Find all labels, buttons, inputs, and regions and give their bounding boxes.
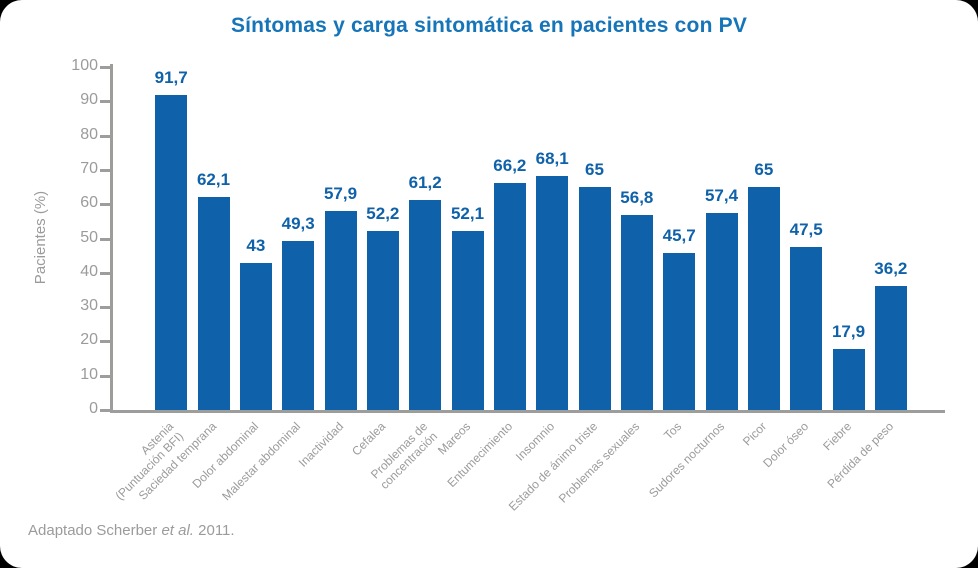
y-tick-mark	[100, 66, 110, 69]
bar-value-label: 68,1	[535, 149, 569, 169]
y-tick-mark	[100, 237, 110, 241]
y-tick-label: 10	[80, 365, 98, 383]
bar-value-label: 66,2	[493, 155, 527, 175]
bar-value-label: 91,7	[154, 68, 188, 88]
y-tick-mark	[100, 306, 110, 310]
bar-value-label: 57,9	[323, 184, 358, 204]
bar-value-label: 52,1	[450, 204, 485, 224]
bar	[366, 230, 399, 410]
y-tick-label: 20	[80, 331, 98, 349]
y-tick-label: 0	[89, 400, 98, 417]
bar	[620, 215, 653, 410]
bar-value-label: 65	[585, 160, 604, 180]
bar	[705, 213, 738, 410]
y-tick-label: 70	[80, 159, 98, 177]
bar-value-label: 62,1	[196, 169, 231, 189]
bar-value-label: 43	[246, 235, 266, 255]
bar-value-label: 36,2	[874, 258, 908, 278]
bar-value-label: 61,2	[408, 173, 442, 193]
y-tick-mark	[100, 409, 110, 412]
bar	[493, 182, 526, 410]
bar	[197, 196, 230, 410]
y-tick-label: 80	[80, 125, 98, 143]
bar-value-label: 52,2	[366, 203, 400, 223]
source-note-etal: et al.	[161, 522, 194, 539]
y-tick-label: 100	[71, 57, 98, 74]
y-tick-label: 40	[80, 262, 98, 280]
bar	[578, 187, 611, 410]
bar-value-label: 45,7	[662, 226, 696, 246]
bar-value-label: 47,5	[789, 220, 823, 240]
chart-title: Síntomas y carga sintomática en paciente…	[230, 14, 748, 37]
bar	[324, 211, 357, 410]
y-tick-label: 30	[80, 297, 98, 315]
y-axis-line	[110, 64, 113, 413]
bar	[239, 262, 272, 410]
bar	[282, 240, 315, 410]
x-axis-line	[110, 410, 945, 413]
y-tick-label: 50	[80, 228, 98, 246]
bar	[663, 253, 696, 410]
bar	[874, 285, 907, 410]
y-axis-label: Pacientes (%)	[32, 190, 49, 285]
bar-value-label: 57,4	[704, 186, 739, 206]
y-tick-mark	[100, 203, 110, 207]
y-tick-mark	[100, 168, 110, 172]
source-note-prefix: Adaptado Scherber	[28, 522, 162, 539]
y-tick-mark	[100, 134, 110, 138]
bar-value-label: 17,9	[831, 321, 866, 341]
bar	[451, 231, 484, 410]
source-note: Adaptado Scherber et al. 2011.	[28, 522, 235, 539]
y-tick-mark	[100, 100, 110, 104]
bar	[155, 95, 188, 410]
source-note-suffix: 2011.	[193, 522, 235, 539]
y-tick-label: 90	[80, 91, 98, 109]
bar	[747, 187, 780, 410]
bar-value-label: 56,8	[620, 188, 654, 208]
bar-value-label: 65	[754, 160, 774, 180]
y-tick-mark	[100, 271, 110, 275]
y-tick-mark	[100, 340, 110, 344]
bar	[832, 348, 865, 410]
y-tick-label: 60	[80, 194, 98, 212]
bar	[536, 176, 569, 410]
bar-value-label: 49,3	[281, 213, 315, 233]
bar	[790, 247, 823, 410]
bar	[409, 200, 442, 410]
y-tick-mark	[100, 374, 110, 378]
